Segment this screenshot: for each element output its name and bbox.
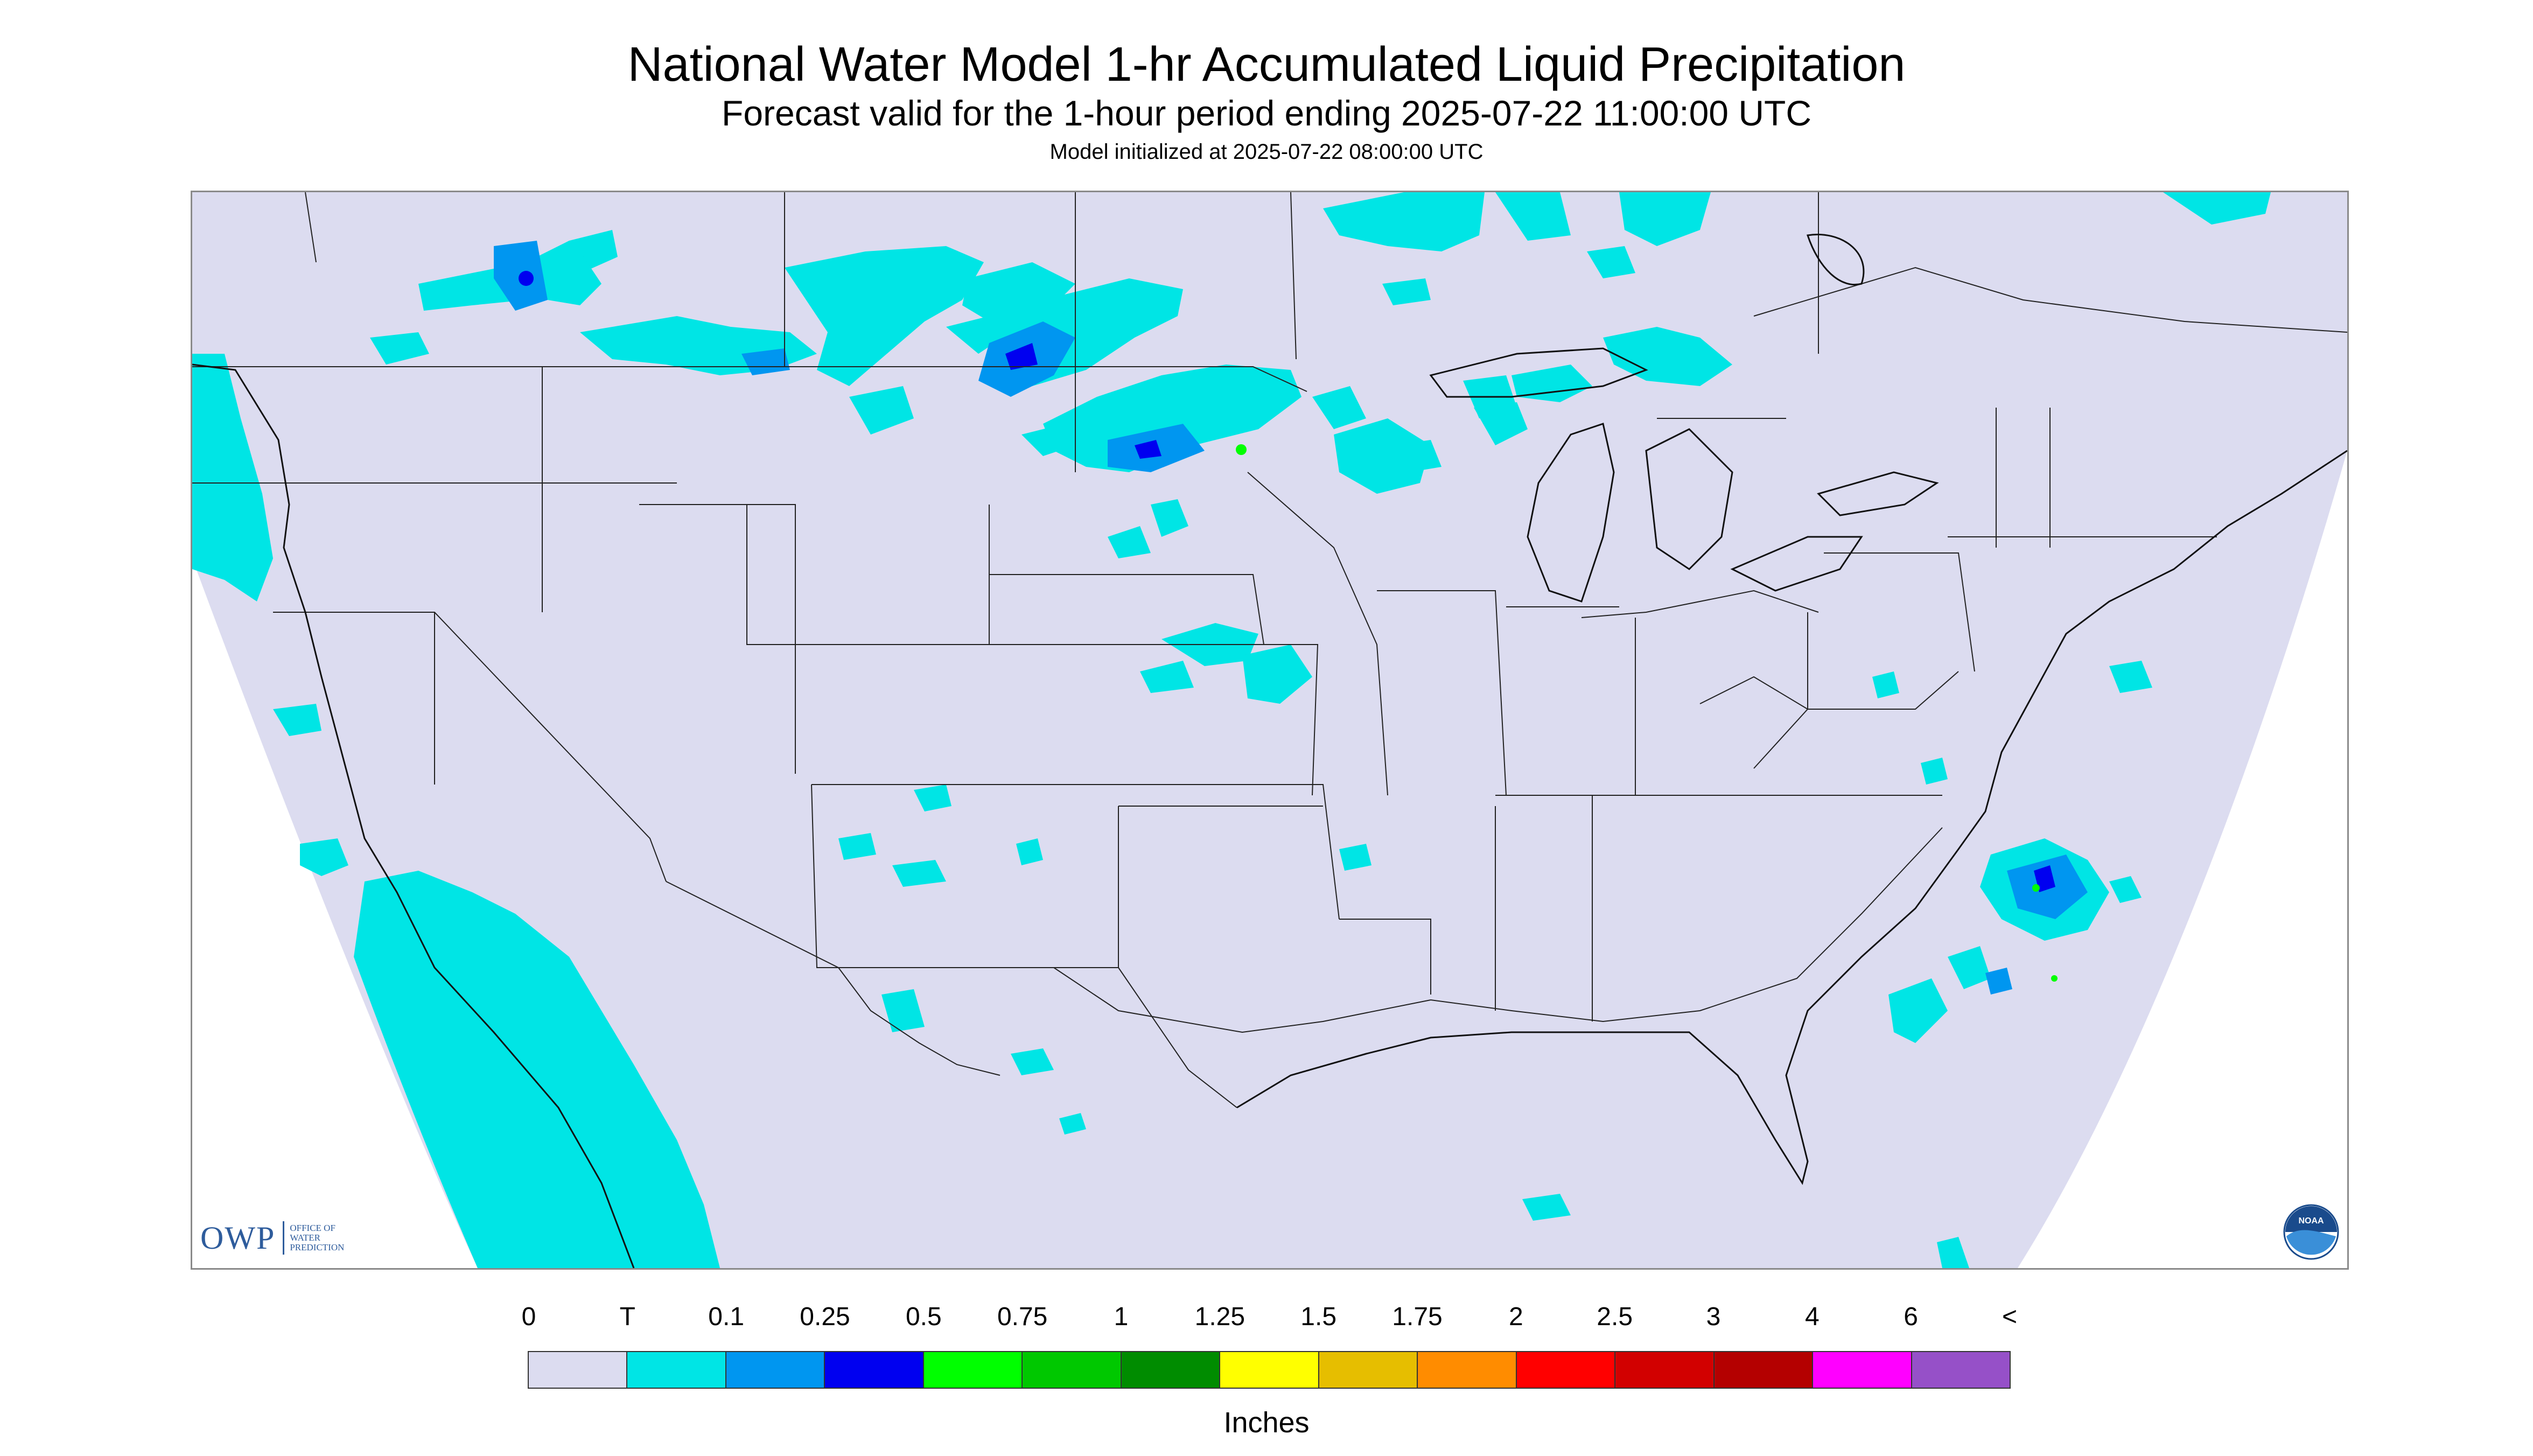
noaa-logo-text: NOAA (2298, 1216, 2324, 1226)
model-init-label: Model initialized at 2025-07-22 08:00:00… (1049, 140, 1484, 164)
legend-swatch (1615, 1352, 1715, 1388)
legend-swatch (1023, 1352, 1122, 1388)
legend-tick-label: 2.5 (1597, 1303, 1633, 1331)
legend-swatch (1220, 1352, 1319, 1388)
legend-swatch (627, 1352, 726, 1388)
map-title: National Water Model 1-hr Accumulated Li… (627, 38, 1906, 92)
coastlines (192, 234, 2347, 1268)
legend-tick-label: 0.25 (800, 1303, 850, 1331)
legend-tick-label: 0.1 (708, 1303, 745, 1331)
canada-trace-bands (1323, 192, 2271, 445)
pacific-trace-area (192, 354, 720, 1268)
heavy-rain-cells (1236, 444, 2058, 982)
moderate-rain-areas (519, 271, 2055, 892)
forecast-valid-subtitle: Forecast valid for the 1-hour period end… (722, 93, 1811, 133)
legend-swatch (1319, 1352, 1418, 1388)
owp-logo-line-2: WATER (290, 1233, 321, 1243)
legend-tick-label: 4 (1804, 1303, 1820, 1331)
legend-tick-label: 0.5 (905, 1303, 942, 1331)
owp-logo: OWP OFFICE OF WATER PREDICTION (200, 1221, 344, 1255)
legend-tick-label: 1 (1114, 1303, 1129, 1331)
legend-swatch (1714, 1352, 1814, 1388)
legend-swatch (726, 1352, 825, 1388)
legend-swatch (1516, 1352, 1616, 1388)
precipitation-map (191, 191, 2349, 1270)
legend-tick-label: 3 (1706, 1303, 1721, 1331)
legend-swatch (825, 1352, 924, 1388)
political-borders (192, 192, 2347, 1108)
legend-labels: 0 T 0.1 0.25 0.5 0.75 1 1.25 1.5 1.75 2 2.5 3 4 6 < (0, 1302, 2533, 1340)
model-domain (192, 192, 2347, 1268)
legend-tick-label: < (2002, 1303, 2018, 1331)
legend-swatch (923, 1352, 1023, 1388)
legend-tick-label: 1.75 (1392, 1303, 1443, 1331)
legend-color-bar (528, 1351, 2011, 1389)
legend-swatch (529, 1352, 628, 1388)
legend-swatch (1912, 1352, 2010, 1388)
noaa-logo-icon: NOAA (2283, 1204, 2339, 1260)
legend-tick-label: T (619, 1303, 635, 1331)
owp-logo-line-3: PREDICTION (290, 1242, 345, 1252)
map-canvas (192, 192, 2347, 1268)
legend-swatch (1813, 1352, 1912, 1388)
owp-logo-line-1: OFFICE OF (290, 1223, 335, 1233)
legend-tick-label: 0 (521, 1303, 536, 1331)
legend-swatch (1418, 1352, 1517, 1388)
owp-logo-subtitle: OFFICE OF WATER PREDICTION (284, 1223, 344, 1252)
legend-tick-label: 0.75 (997, 1303, 1048, 1331)
central-trace-areas (838, 499, 1948, 1221)
legend-tick-label: 1.5 (1300, 1303, 1337, 1331)
legend-swatch (1121, 1352, 1221, 1388)
owp-logo-mark: OWP (200, 1221, 285, 1255)
legend-units-label: Inches (1223, 1406, 1310, 1439)
legend-tick-label: 2 (1508, 1303, 1523, 1331)
legend-tick-label: 1.25 (1194, 1303, 1245, 1331)
legend-tick-label: 6 (1904, 1303, 1919, 1331)
